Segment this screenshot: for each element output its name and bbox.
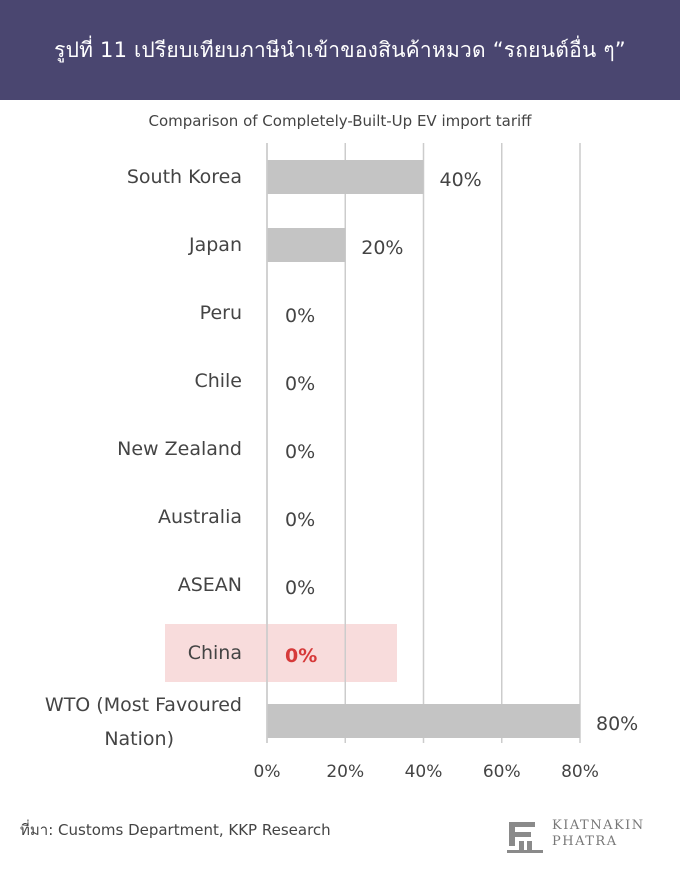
- value-label-china: 0%: [285, 645, 317, 667]
- x-tick-label: 40%: [405, 762, 443, 782]
- category-label-australia: Australia: [158, 506, 242, 528]
- category-label-peru: Peru: [200, 302, 242, 324]
- highlight-band: [165, 624, 397, 682]
- value-label-new-zealand: 0%: [285, 441, 315, 463]
- x-tick-label: 80%: [561, 762, 599, 782]
- figure-title: รูปที่ 11 เปรียบเทียบภาษีนำเข้าของสินค้า…: [54, 37, 626, 62]
- header-banner: รูปที่ 11 เปรียบเทียบภาษีนำเข้าของสินค้า…: [0, 0, 680, 100]
- value-label-japan: 20%: [361, 237, 403, 259]
- bar-japan: [267, 228, 346, 262]
- bar-chart: 0% 20% 40% 60% 80% South Korea 40% Japan 20% Peru…: [45, 143, 638, 782]
- chart-subtitle: Comparison of Completely-Built-Up EV imp…: [148, 112, 532, 130]
- category-label-new-zealand: New Zealand: [117, 438, 242, 460]
- category-label-wto-most-favoured-nation: WTO (Most Favoured: [45, 694, 242, 716]
- value-label-south-korea: 40%: [440, 169, 482, 191]
- building-columns-icon: [507, 822, 543, 853]
- category-label-asean: ASEAN: [178, 574, 242, 596]
- bar-south-korea: [267, 160, 424, 194]
- value-label-asean: 0%: [285, 577, 315, 599]
- category-label-china: China: [188, 642, 242, 664]
- x-tick-label: 60%: [483, 762, 521, 782]
- category-label-chile: Chile: [194, 370, 242, 392]
- value-label-wto-most-favoured-nation: 80%: [596, 713, 638, 735]
- category-label-japan: Japan: [188, 234, 242, 256]
- category-label-south-korea: South Korea: [127, 166, 242, 188]
- x-tick-label: 20%: [326, 762, 364, 782]
- logo-line-2: PHATRA: [552, 834, 618, 849]
- source-note: ที่มา: Customs Department, KKP Research: [20, 821, 331, 839]
- company-logo: KIATNAKIN PHATRA: [505, 816, 655, 856]
- logo-line-1: KIATNAKIN: [552, 818, 645, 833]
- category-label-wto-most-favoured-nation: Nation): [104, 728, 174, 750]
- value-label-chile: 0%: [285, 373, 315, 395]
- value-label-peru: 0%: [285, 305, 315, 327]
- x-tick-label: 0%: [254, 762, 281, 782]
- bar-wto-most-favoured-nation: [267, 704, 580, 738]
- value-label-australia: 0%: [285, 509, 315, 531]
